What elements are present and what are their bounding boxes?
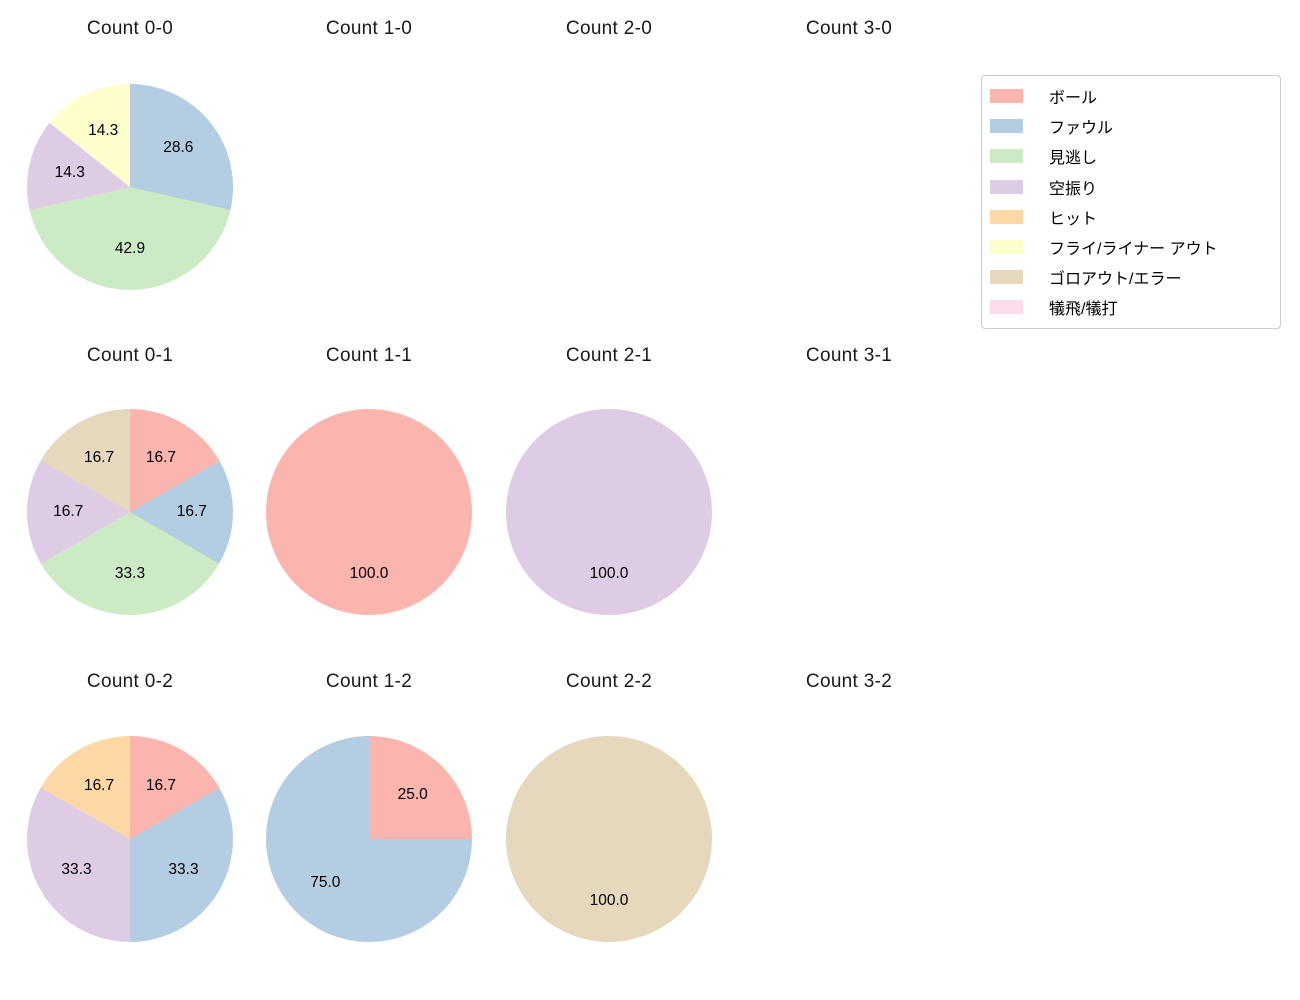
slice-percent-label: 16.7: [145, 776, 177, 794]
legend-item: ファウル: [982, 111, 1280, 141]
pie-chart: [506, 736, 712, 942]
legend-item-label: ファウル: [1049, 120, 1114, 138]
pie-chart: [266, 736, 472, 942]
pie-chart: [266, 409, 472, 615]
slice-percent-label: 33.3: [168, 860, 199, 878]
slice-percent-label: 16.7: [83, 449, 115, 467]
chart-title: Count 2-1: [565, 345, 653, 366]
slice-percent-label: 42.9: [114, 239, 146, 257]
legend-item: ゴロアウト/エラー: [982, 262, 1280, 292]
slice-percent-label: 16.7: [83, 776, 115, 794]
pie-chart: [27, 409, 233, 615]
chart-title: Count 3-0: [805, 18, 893, 39]
legend-color-swatch: [990, 300, 1023, 315]
slice-percent-label: 100.0: [589, 564, 629, 582]
legend-color-swatch: [990, 209, 1023, 224]
legend-item: 見逃し: [982, 141, 1280, 171]
chart-title: Count 2-0: [565, 18, 653, 39]
legend-item-label: ヒット: [1049, 210, 1098, 228]
slice-percent-label: 14.3: [88, 122, 119, 140]
legend-color-swatch: [990, 89, 1023, 104]
chart-title: Count 1-1: [325, 345, 413, 366]
legend: ボールファウル見逃し空振りヒットフライ/ライナー アウト ゴロアウト/エラー 犠飛/…: [981, 75, 1281, 329]
legend-item: 空振り: [982, 172, 1280, 202]
slice-percent-label: 100.0: [589, 891, 629, 909]
legend-item: ボール: [982, 81, 1280, 111]
chart-title: Count 1-0: [325, 18, 413, 39]
legend-color-swatch: [990, 179, 1023, 194]
legend-item: 犠飛/犠打: [982, 292, 1280, 322]
chart-title: Count 0-2: [86, 671, 174, 692]
legend-color-swatch: [990, 240, 1023, 255]
chart-title: Count 0-1: [86, 345, 174, 366]
legend-item-label: 犠飛/犠打: [1049, 301, 1118, 319]
legend-item-label: 見逃し: [1049, 150, 1098, 168]
legend-item-label: 空振り: [1049, 180, 1098, 198]
chart-title: Count 2-2: [565, 671, 653, 692]
slice-percent-label: 100.0: [349, 564, 389, 582]
pie-chart: [27, 84, 233, 290]
chart-title: Count 3-2: [805, 671, 893, 692]
slice-percent-label: 16.7: [176, 503, 207, 521]
legend-color-swatch: [990, 119, 1023, 134]
slice-percent-label: 28.6: [163, 139, 194, 157]
chart-title: Count 3-1: [805, 345, 893, 366]
chart-title: Count 0-0: [86, 18, 174, 39]
legend-item-label: ゴロアウト/エラー: [1049, 271, 1182, 289]
slice-percent-label: 33.3: [61, 860, 92, 878]
legend-item-label: フライ/ライナー アウト: [1049, 241, 1218, 259]
legend-item-label: ボール: [1049, 90, 1098, 108]
chart-title: Count 1-2: [325, 671, 413, 692]
pie-chart: [506, 409, 712, 615]
slice-percent-label: 33.3: [114, 564, 146, 582]
slice-percent-label: 14.3: [54, 164, 85, 182]
legend-color-swatch: [990, 149, 1023, 164]
legend-item: フライ/ライナー アウト: [982, 232, 1280, 262]
slice-percent-label: 25.0: [397, 786, 428, 804]
legend-color-swatch: [990, 270, 1023, 285]
pie-chart: [27, 736, 233, 942]
slice-percent-label: 16.7: [145, 449, 177, 467]
slice-percent-label: 75.0: [310, 873, 341, 891]
slice-percent-label: 16.7: [53, 503, 84, 521]
legend-item: ヒット: [982, 202, 1280, 232]
